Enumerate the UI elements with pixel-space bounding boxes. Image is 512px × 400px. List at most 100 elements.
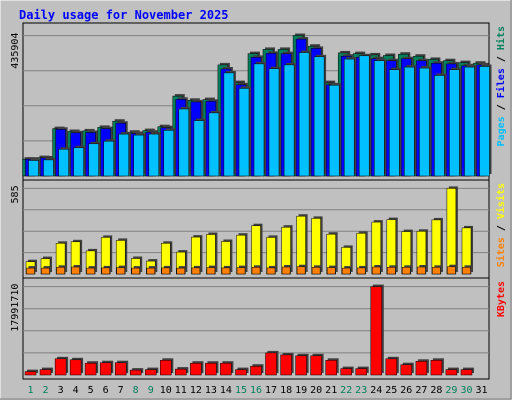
bar [250,365,262,376]
bar [400,364,413,376]
bar [175,368,187,376]
day-label: 29 [445,385,457,396]
day-label: 8 [133,385,139,396]
bar [311,267,321,275]
bar [118,133,129,177]
day-label: 1 [27,385,33,396]
day-label: 12 [190,385,202,396]
day-label: 9 [148,385,154,396]
max-value-label: 585 [10,185,21,203]
bar [326,267,336,275]
legend-text: / [496,98,507,116]
day-label: 21 [325,385,337,396]
day-label: 22 [340,385,352,396]
bar [462,267,471,275]
bar-shadow [27,369,38,373]
bar [355,368,367,376]
series-visits [25,186,473,275]
bar [54,358,67,376]
bar [358,55,370,177]
day-label: 6 [103,385,109,396]
bar [206,267,216,275]
bar [280,354,292,376]
bar [445,369,458,376]
bar [296,266,306,275]
day-label: 3 [58,385,64,396]
bar [387,267,396,275]
bar [415,361,428,376]
bar [71,266,80,275]
bar [24,371,37,376]
legend-text: Files [495,68,507,98]
bar [178,108,190,177]
day-label: 4 [73,385,79,396]
day-labels: 1 2 3 4 5 6 7 8 9 10 11 12 13 14 15 16 17 18 19 20 21 22 23 24 2… [27,385,487,396]
bar [402,267,411,275]
legend-text: Hits [495,26,507,50]
bar [99,362,112,376]
bar [265,352,277,376]
bar [39,369,52,376]
day-label: 20 [310,385,322,396]
bar [190,362,202,376]
bar [419,67,430,177]
bar [370,286,383,376]
bar [161,267,171,275]
bar [28,160,39,177]
bar [446,188,457,275]
panel-legend: Sites / Visits [495,183,507,267]
bar [84,362,97,376]
bar [432,267,441,275]
bar [145,369,157,376]
panel-kbytes: 17991710 KBytes [10,277,507,380]
panel-visits-sites: 585 Sites / Visits [10,179,507,279]
bar [133,134,144,177]
bar [356,267,366,275]
bar [298,52,310,177]
bar [69,359,82,376]
series-kbytes [24,284,474,376]
series-sites [26,264,473,275]
bar [114,362,127,376]
bar [325,360,337,376]
day-label: 25 [385,385,397,396]
day-label: 5 [88,385,94,396]
bar [434,75,445,177]
bar [404,66,415,177]
bar [160,360,172,376]
bar [205,362,217,376]
bar [56,267,65,275]
bar [236,267,246,275]
bar [310,355,322,376]
bar [235,369,247,376]
bar [447,266,456,275]
legend-text: Sites [495,237,507,267]
bar [208,112,220,177]
bar [281,266,291,275]
bar [283,64,295,177]
panel-legend: KBytes [496,281,507,317]
day-label: 2 [42,385,48,396]
bar [58,149,69,177]
bar [103,140,114,177]
bar [328,84,340,177]
bar [101,267,110,275]
bar [41,267,50,275]
bar [389,69,400,177]
legend-text: KBytes [496,281,507,317]
bar [340,368,352,376]
day-label: 17 [265,385,277,396]
day-label: 30 [460,385,472,396]
bar [430,360,443,376]
bar [268,68,280,177]
day-label: 19 [295,385,307,396]
bar [385,358,398,376]
series-pages [28,50,492,177]
bar [238,88,250,177]
bar [372,266,381,275]
bar [86,267,95,275]
bar [253,63,265,177]
legend-text: Visits [495,183,507,219]
bar [148,133,160,177]
